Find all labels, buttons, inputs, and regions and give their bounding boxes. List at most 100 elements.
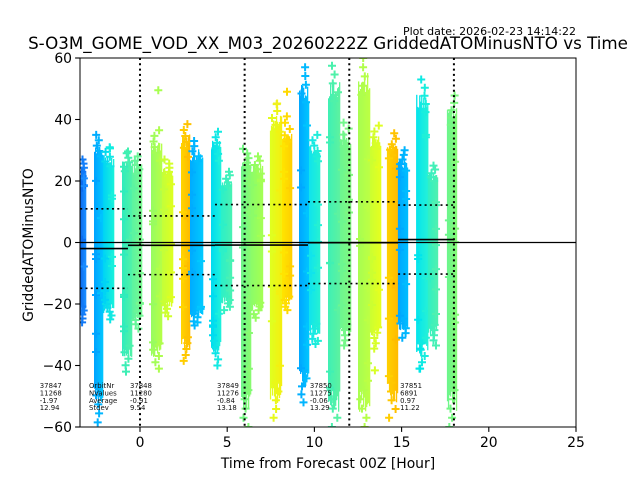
point-column — [444, 91, 460, 427]
point-column-slice — [220, 185, 223, 303]
point-column-slice — [316, 150, 318, 325]
point-column-slice — [217, 141, 219, 353]
point-marker — [182, 137, 191, 146]
point-column-slice — [363, 87, 365, 407]
point-marker — [299, 398, 308, 407]
point-column-slice — [280, 116, 283, 387]
point-column-slice — [390, 149, 393, 397]
point-column-slice — [99, 148, 101, 398]
point-marker — [314, 157, 322, 166]
point-column-slice — [369, 88, 371, 407]
point-column-slice — [389, 148, 392, 394]
point-marker — [387, 140, 396, 149]
point-column-slice — [416, 94, 418, 353]
point-marker — [135, 299, 144, 308]
point-column-slice — [184, 138, 186, 351]
point-marker — [358, 404, 366, 413]
point-marker — [302, 374, 311, 383]
point-marker — [92, 250, 100, 259]
point-column-slice — [436, 177, 439, 326]
point-marker — [214, 156, 223, 165]
point-column-slice — [394, 145, 397, 391]
point-marker — [188, 246, 196, 255]
point-column-slice — [157, 145, 159, 354]
point-column-slice — [455, 108, 458, 411]
point-marker — [359, 63, 368, 72]
point-marker — [267, 231, 276, 240]
point-column-slice — [269, 130, 272, 400]
point-marker — [256, 298, 265, 307]
point-marker — [80, 310, 87, 319]
point-column — [356, 58, 372, 427]
point-marker — [307, 269, 315, 277]
point-column-slice — [434, 175, 437, 327]
point-marker — [451, 157, 460, 166]
point-column-slice — [291, 133, 293, 300]
point-marker — [179, 126, 188, 134]
point-column-slice — [427, 103, 429, 351]
point-marker — [222, 292, 231, 301]
point-column-slice — [399, 161, 402, 331]
point-column-slice — [211, 149, 213, 348]
point-marker — [312, 319, 321, 328]
point-column-slice — [257, 167, 260, 309]
point-marker — [286, 262, 295, 271]
point-column-slice — [339, 82, 341, 392]
point-marker — [149, 206, 157, 215]
point-column-slice — [308, 101, 310, 374]
point-column — [160, 155, 175, 321]
point-column-slice — [162, 172, 164, 306]
point-column — [101, 143, 116, 324]
point-column-slice — [341, 139, 343, 328]
point-marker — [391, 134, 400, 143]
point-marker — [416, 364, 425, 373]
point-marker — [92, 176, 100, 185]
point-column-slice — [105, 158, 107, 306]
point-column-slice — [218, 145, 220, 351]
point-column-slice — [446, 109, 449, 402]
point-column-slice — [260, 173, 263, 310]
point-marker — [395, 311, 404, 320]
point-marker — [307, 251, 315, 260]
point-marker — [167, 202, 175, 211]
point-column-slice — [426, 107, 428, 346]
point-column-slice — [270, 125, 273, 389]
point-marker — [130, 156, 139, 165]
point-column-slice — [284, 133, 286, 298]
point-column-slice — [431, 180, 434, 336]
point-marker — [218, 185, 227, 194]
point-marker — [124, 354, 133, 363]
point-marker — [302, 98, 310, 107]
orbit-stat-n-values: 11276 — [217, 389, 239, 397]
y-tick-label: 60 — [54, 51, 72, 67]
point-column-slice — [435, 175, 438, 331]
point-marker — [384, 154, 393, 163]
point-column-slice — [421, 96, 423, 358]
point-column-slice — [136, 167, 138, 314]
point-column-slice — [247, 156, 249, 395]
point-column-slice — [102, 154, 104, 398]
point-marker — [280, 167, 288, 176]
point-marker — [387, 396, 396, 405]
point-column — [239, 144, 253, 427]
point-column-slice — [106, 162, 108, 308]
point-marker — [451, 310, 460, 319]
point-column-slice — [311, 150, 313, 326]
point-marker — [223, 181, 232, 190]
point-column-slice — [277, 125, 280, 383]
point-marker — [188, 204, 196, 213]
point-marker — [396, 319, 405, 328]
point-marker — [108, 262, 116, 270]
point-column-slice — [289, 136, 291, 298]
point-marker — [368, 156, 376, 165]
point-marker — [120, 167, 129, 176]
point-marker — [155, 126, 164, 135]
point-column-slice — [182, 136, 184, 340]
point-marker — [446, 120, 455, 129]
point-column-slice — [197, 159, 199, 312]
point-column-slice — [299, 90, 301, 372]
point-marker — [421, 333, 430, 342]
point-column-slice — [359, 91, 361, 412]
